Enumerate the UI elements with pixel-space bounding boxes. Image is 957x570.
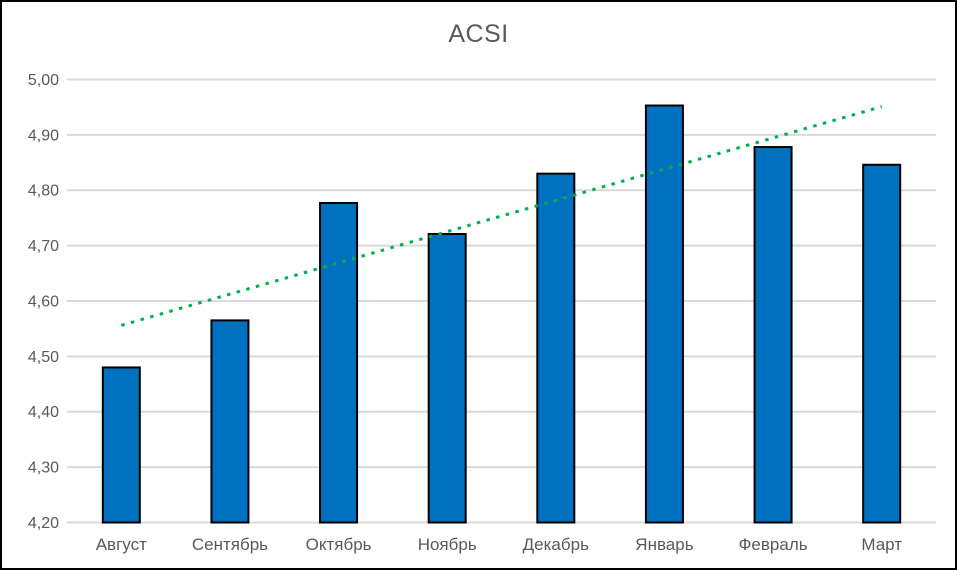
y-axis-tick-label: 4,40: [28, 404, 59, 421]
x-axis-category-label: Сентябрь: [192, 535, 268, 554]
y-axis-tick-label: 4,50: [28, 349, 59, 366]
bar-5[interactable]: [536, 172, 576, 524]
x-axis-category-label: Март: [861, 535, 902, 554]
x-axis-category-label: Ноябрь: [418, 535, 477, 554]
x-axis-category-label: Январь: [635, 535, 693, 554]
y-axis-tick-label: 4,90: [28, 127, 59, 144]
x-axis-category-label: Декабрь: [523, 535, 589, 554]
bar-2[interactable]: [210, 319, 250, 524]
y-axis-tick-label: 4,60: [28, 293, 59, 310]
y-axis-tick-label: 5,00: [28, 72, 59, 89]
bar-7[interactable]: [753, 146, 793, 524]
chart-title[interactable]: ACSI: [448, 20, 509, 48]
y-axis-tick-label: 4,20: [28, 515, 59, 532]
x-axis-category-label: Октябрь: [306, 535, 372, 554]
y-axis-tick-label: 4,30: [28, 460, 59, 477]
y-axis-tick-label: 4,70: [28, 238, 59, 255]
x-axis-category-label: Август: [96, 535, 147, 554]
bar-4[interactable]: [427, 232, 467, 524]
y-axis-tick-label: 4,80: [28, 183, 59, 200]
bar-1[interactable]: [101, 366, 141, 524]
trendline[interactable]: [120, 105, 883, 327]
bar-6[interactable]: [644, 104, 684, 524]
bar-3[interactable]: [319, 201, 359, 524]
x-axis-category-label: Февраль: [739, 535, 808, 554]
bar-8[interactable]: [862, 163, 902, 524]
